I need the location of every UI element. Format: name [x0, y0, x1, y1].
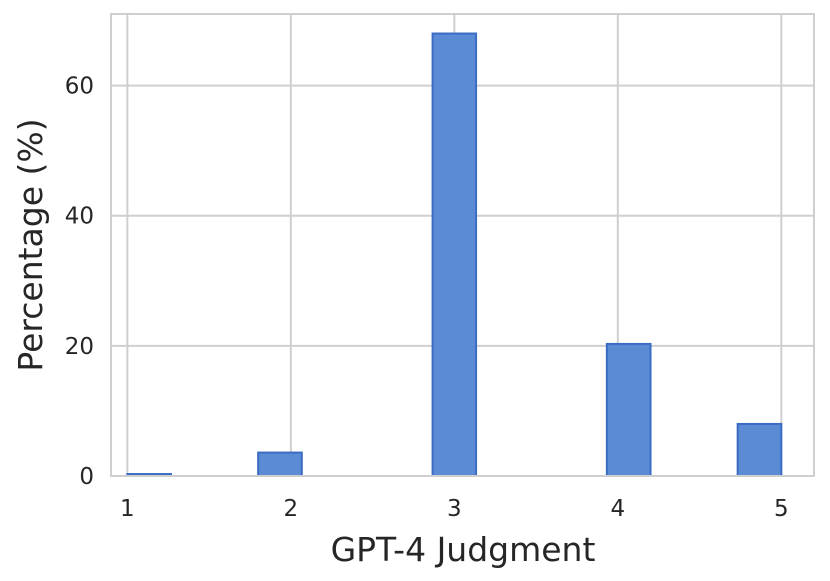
y-axis-label: Percentage (%) — [11, 118, 50, 371]
y-tick-label: 40 — [65, 204, 94, 230]
x-tick-labels: 1 2 3 4 5 — [120, 496, 789, 522]
x-tick-label: 3 — [447, 496, 462, 522]
x-tick-label: 4 — [610, 496, 625, 522]
y-tick-label: 60 — [65, 74, 94, 100]
x-tick-label: 5 — [774, 496, 789, 522]
x-tick-label: 1 — [120, 496, 135, 522]
y-tick-label: 0 — [79, 464, 94, 490]
plot-frame — [110, 13, 815, 477]
x-tick-label: 2 — [284, 496, 299, 522]
bar — [431, 32, 478, 478]
bar — [736, 422, 783, 478]
bar — [605, 342, 652, 477]
x-axis-label: GPT-4 Judgment — [331, 530, 596, 569]
bar — [257, 451, 303, 477]
y-tick-labels: 0 20 40 60 — [65, 74, 94, 490]
y-tick-label: 20 — [65, 334, 94, 360]
